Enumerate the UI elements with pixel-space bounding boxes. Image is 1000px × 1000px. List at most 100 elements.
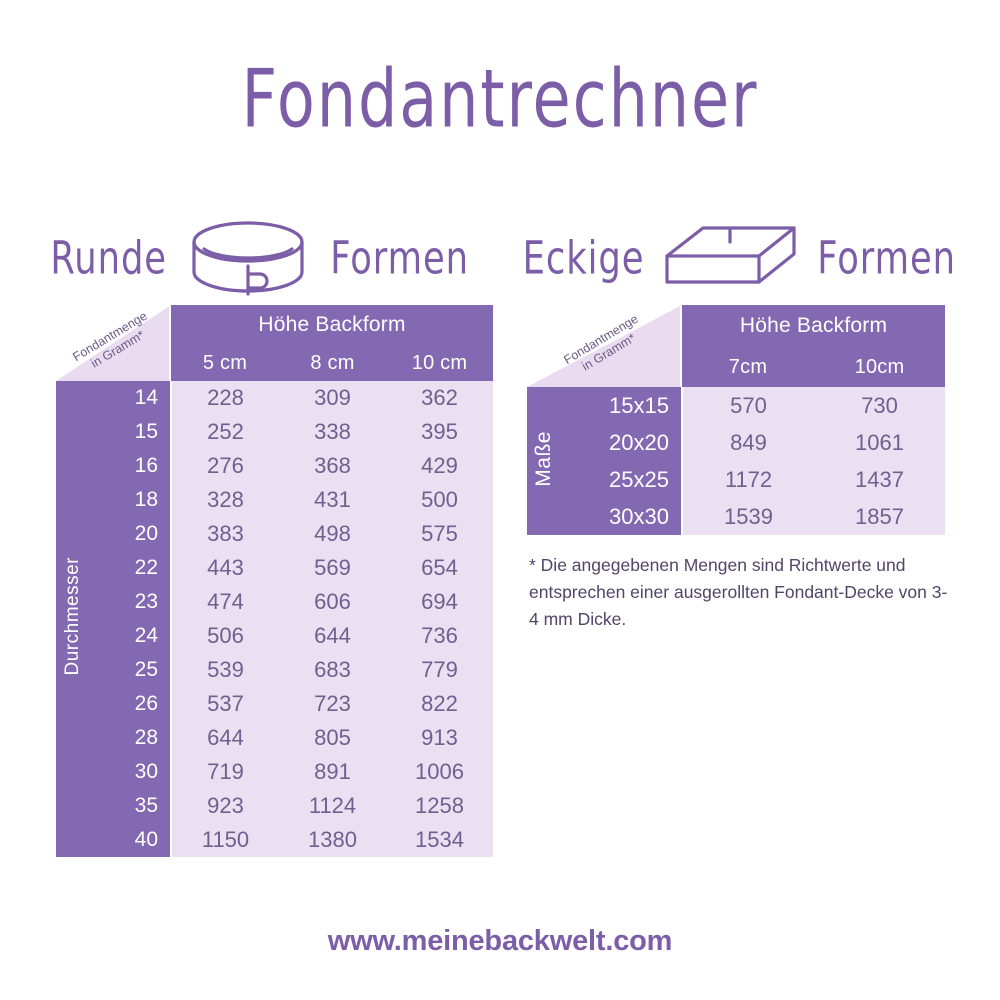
- data-cell: 252: [171, 415, 279, 449]
- row-label: 35: [90, 789, 172, 823]
- data-cell: 276: [171, 449, 279, 483]
- table-square-pans-grid: Fondantmenge in Gramm* Höhe Backform 7cm…: [527, 305, 945, 535]
- data-cell: 500: [386, 483, 493, 517]
- section-heading-round-right: Formen: [329, 231, 469, 285]
- section-heading-square-right: Formen: [817, 231, 957, 285]
- data-cell: 569: [279, 551, 386, 585]
- column-header-round-1: 8 cm: [279, 345, 386, 381]
- data-cell: 537: [171, 687, 279, 721]
- data-cell: 575: [386, 517, 493, 551]
- data-cell: 498: [279, 517, 386, 551]
- table-row: Durchmesser 14 228 309 362: [56, 381, 493, 857]
- data-cell: 683: [279, 653, 386, 687]
- data-cell: 849: [682, 424, 814, 461]
- table-row: 16 276 368 429: [56, 449, 493, 483]
- header-hoehe-backform-square: Höhe Backform: [682, 305, 945, 347]
- data-cell: 328: [171, 483, 279, 517]
- section-heading-square: Eckige Formen: [520, 218, 960, 298]
- table-row: 40 1150 1380 1534: [56, 823, 493, 857]
- data-cell: 338: [279, 415, 386, 449]
- table-row: 28 644 805 913: [56, 721, 493, 755]
- data-cell: 1172: [682, 461, 814, 498]
- data-cell: 506: [171, 619, 279, 653]
- table-row: 35 923 1124 1258: [56, 789, 493, 823]
- corner-cell-round: Fondantmenge in Gramm*: [56, 305, 171, 381]
- table-header-main-row: Fondantmenge in Gramm* Höhe Backform: [527, 305, 945, 387]
- table-round-pans: Fondantmenge in Gramm* Höhe Backform 5 c…: [56, 305, 493, 857]
- table-row: 30x30 1539 1857: [527, 498, 945, 535]
- data-cell: 570: [682, 387, 814, 424]
- table-row: 18 328 431 500: [56, 483, 493, 517]
- corner-triangle: [56, 305, 171, 381]
- page-title: Fondantrechner: [241, 52, 759, 146]
- row-label: 20: [90, 517, 172, 551]
- data-cell: 309: [279, 381, 386, 415]
- data-cell: 1258: [386, 789, 493, 823]
- round-cake-pan-icon: [186, 218, 311, 298]
- table-round-pans-grid: Fondantmenge in Gramm* Höhe Backform 5 c…: [56, 305, 493, 857]
- column-header-square-0: 7cm: [682, 347, 814, 387]
- data-cell: 736: [386, 619, 493, 653]
- table-row: 23 474 606 694: [56, 585, 493, 619]
- data-cell: 1380: [279, 823, 386, 857]
- data-cell: 719: [171, 755, 279, 789]
- data-cell: 1061: [814, 424, 945, 461]
- row-label: 16: [90, 449, 172, 483]
- row-label: 15x15: [561, 387, 683, 424]
- row-label: 28: [90, 721, 172, 755]
- data-cell: 606: [279, 585, 386, 619]
- table-square-pans: Fondantmenge in Gramm* Höhe Backform 7cm…: [527, 305, 945, 535]
- footer-website-url[interactable]: www.meinebackwelt.com: [327, 925, 673, 957]
- data-cell: 443: [171, 551, 279, 585]
- row-label: 15: [90, 415, 172, 449]
- table-header-sub-row: 7cm 10cm: [527, 347, 945, 387]
- row-label: 22: [90, 551, 172, 585]
- data-cell: 1150: [171, 823, 279, 857]
- table-row: 15 252 338 395: [56, 415, 493, 449]
- data-cell: 654: [386, 551, 493, 585]
- row-label: 25x25: [561, 461, 683, 498]
- data-cell: 644: [279, 619, 386, 653]
- column-header-square-1: 10cm: [814, 347, 945, 387]
- data-cell: 805: [279, 721, 386, 755]
- column-header-round-2: 10 cm: [386, 345, 493, 381]
- row-label: 40: [90, 823, 172, 857]
- data-cell: 429: [386, 449, 493, 483]
- table-row: 25x25 1172 1437: [527, 461, 945, 498]
- header-hoehe-backform-round: Höhe Backform: [171, 305, 493, 345]
- table-row: 22 443 569 654: [56, 551, 493, 585]
- data-cell: 644: [171, 721, 279, 755]
- section-heading-round-left: Runde: [50, 231, 168, 285]
- data-cell: 1534: [386, 823, 493, 857]
- row-label: 24: [90, 619, 172, 653]
- row-label: 20x20: [561, 424, 683, 461]
- table-header-sub-row: 5 cm 8 cm 10 cm: [56, 345, 493, 381]
- data-cell: 923: [171, 789, 279, 823]
- data-cell: 362: [386, 381, 493, 415]
- row-label: 14: [90, 381, 172, 415]
- corner-cell-square: Fondantmenge in Gramm*: [527, 305, 682, 387]
- table-row: 26 537 723 822: [56, 687, 493, 721]
- table-row: Maße 15x15 570 730: [527, 387, 945, 535]
- data-cell: 891: [279, 755, 386, 789]
- row-axis-label-durchmesser: Durchmesser: [56, 381, 90, 857]
- section-heading-square-left: Eckige: [523, 231, 645, 285]
- data-cell: 368: [279, 449, 386, 483]
- table-row: 20 383 498 575: [56, 517, 493, 551]
- corner-triangle: [527, 305, 682, 387]
- data-cell: 228: [171, 381, 279, 415]
- data-cell: 1006: [386, 755, 493, 789]
- data-cell: 694: [386, 585, 493, 619]
- data-cell: 723: [279, 687, 386, 721]
- square-cake-pan-icon: [663, 218, 798, 298]
- row-label: 26: [90, 687, 172, 721]
- data-cell: 1124: [279, 789, 386, 823]
- section-heading-round: Runde Formen: [40, 218, 480, 298]
- data-cell: 395: [386, 415, 493, 449]
- row-label: 23: [90, 585, 172, 619]
- table-header-main-row: Fondantmenge in Gramm* Höhe Backform: [56, 305, 493, 381]
- data-cell: 730: [814, 387, 945, 424]
- table-row: 25 539 683 779: [56, 653, 493, 687]
- footnote-text: * Die angegebenen Mengen sind Richtwerte…: [529, 555, 948, 630]
- data-cell: 1437: [814, 461, 945, 498]
